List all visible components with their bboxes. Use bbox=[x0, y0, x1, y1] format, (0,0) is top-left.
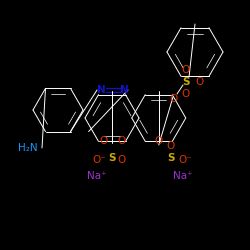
Text: O: O bbox=[117, 136, 125, 146]
Text: O: O bbox=[182, 89, 190, 99]
Text: Na⁺: Na⁺ bbox=[87, 171, 107, 181]
Text: S: S bbox=[108, 153, 116, 163]
Text: H₂N: H₂N bbox=[18, 143, 38, 153]
Text: S: S bbox=[182, 77, 190, 87]
Text: N: N bbox=[96, 85, 106, 95]
Text: O: O bbox=[167, 141, 175, 151]
Text: N: N bbox=[120, 85, 128, 95]
Text: O: O bbox=[155, 136, 163, 146]
Text: O: O bbox=[195, 77, 203, 87]
Text: S: S bbox=[167, 153, 174, 163]
Text: Na⁺: Na⁺ bbox=[173, 171, 193, 181]
Text: O: O bbox=[99, 136, 107, 146]
Text: O: O bbox=[118, 155, 126, 165]
Text: O⁻: O⁻ bbox=[178, 155, 192, 165]
Text: O: O bbox=[169, 94, 177, 104]
Text: O: O bbox=[182, 65, 190, 75]
Text: O⁻: O⁻ bbox=[92, 155, 106, 165]
